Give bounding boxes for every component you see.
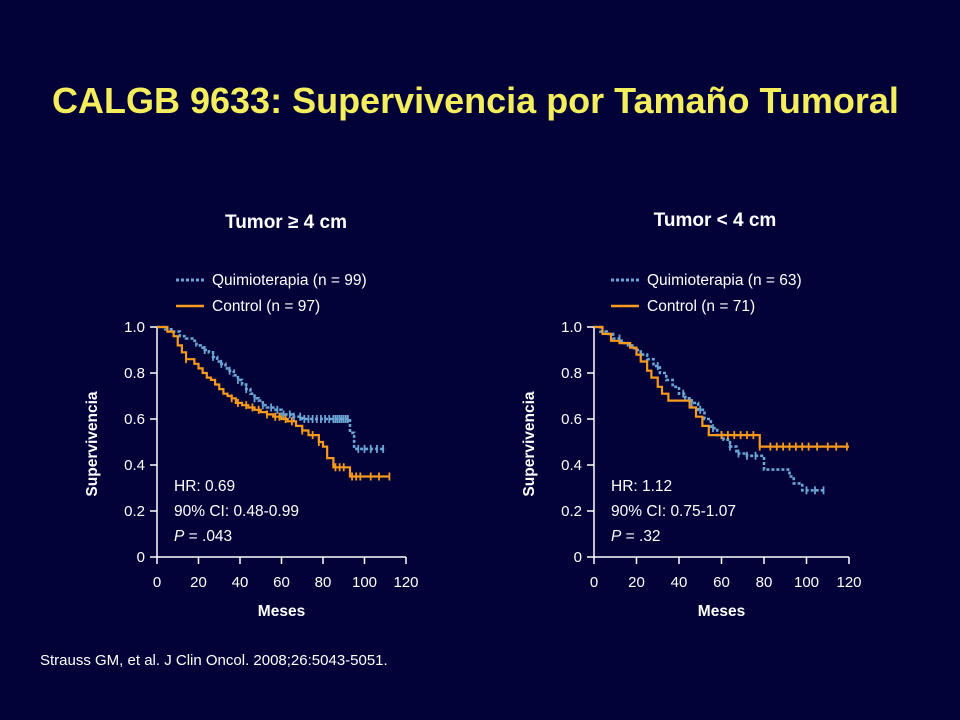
y-tick-label: 0 [137, 549, 145, 566]
legend-label: Control (n = 71) [647, 298, 755, 315]
km-panel-2: Tumor < 4 cm Quimioterapia (n = 63) Contro… [521, 210, 862, 620]
y-tick-label: 0.8 [561, 365, 582, 382]
x-tick-label: 40 [671, 574, 688, 591]
ci-value: 90% CI: 0.48-0.99 [174, 503, 299, 520]
p-label: P [174, 528, 185, 545]
p-value: P = .32 [611, 528, 661, 545]
x-tick-label: 60 [273, 574, 290, 591]
x-tick-label: 80 [756, 574, 773, 591]
ci-value: 90% CI: 0.75-1.07 [611, 503, 736, 520]
x-tick-label: 100 [352, 574, 377, 591]
x-tick-label: 0 [153, 574, 161, 591]
p-number: = .32 [621, 528, 660, 545]
y-axis-title: Supervivencia [84, 391, 101, 496]
y-tick-label: 1.0 [124, 319, 145, 336]
x-tick-label: 40 [232, 574, 249, 591]
p-value: P = .043 [174, 528, 232, 545]
km-panel-1: Tumor ≥ 4 cm Quimioterapia (n = 99) Contro… [84, 212, 419, 620]
x-tick-label: 120 [836, 574, 861, 591]
km-curve-quimioterapia [157, 325, 386, 451]
x-tick-label: 0 [590, 574, 598, 591]
km-curve-quimioterapia [594, 325, 824, 492]
x-tick-label: 100 [794, 574, 819, 591]
hr-value: HR: 1.12 [611, 478, 672, 495]
y-tick-label: 0 [574, 549, 582, 566]
y-tick-label: 0.2 [124, 503, 145, 520]
x-tick-label: 120 [393, 574, 418, 591]
x-axis-title: Meses [698, 603, 745, 620]
y-tick-label: 0.4 [561, 457, 582, 474]
hr-value: HR: 0.69 [174, 478, 235, 495]
x-tick-label: 80 [315, 574, 332, 591]
panel-title: Tumor ≥ 4 cm [225, 212, 347, 233]
p-number: = .043 [184, 528, 232, 545]
y-tick-label: 1.0 [561, 319, 582, 336]
y-tick-label: 0.4 [124, 457, 145, 474]
y-tick-label: 0.2 [561, 503, 582, 520]
y-tick-label: 0.8 [124, 365, 145, 382]
km-curve-control [157, 325, 390, 478]
slide-title: CALGB 9633: Supervivencia por Tamaño Tum… [52, 80, 899, 121]
y-tick-label: 0.6 [561, 411, 582, 428]
legend-label: Quimioterapia (n = 99) [212, 272, 367, 289]
x-tick-label: 20 [628, 574, 645, 591]
x-tick-label: 60 [713, 574, 730, 591]
p-label: P [611, 528, 622, 545]
legend-label: Quimioterapia (n = 63) [647, 272, 802, 289]
y-tick-label: 0.6 [124, 411, 145, 428]
citation: Strauss GM, et al. J Clin Oncol. 2008;26… [40, 652, 388, 669]
km-curve-control [594, 325, 849, 448]
legend-label: Control (n = 97) [212, 298, 320, 315]
panel-title: Tumor < 4 cm [654, 210, 777, 231]
y-axis-title: Supervivencia [521, 391, 538, 496]
x-axis-title: Meses [258, 603, 305, 620]
x-tick-label: 20 [190, 574, 207, 591]
